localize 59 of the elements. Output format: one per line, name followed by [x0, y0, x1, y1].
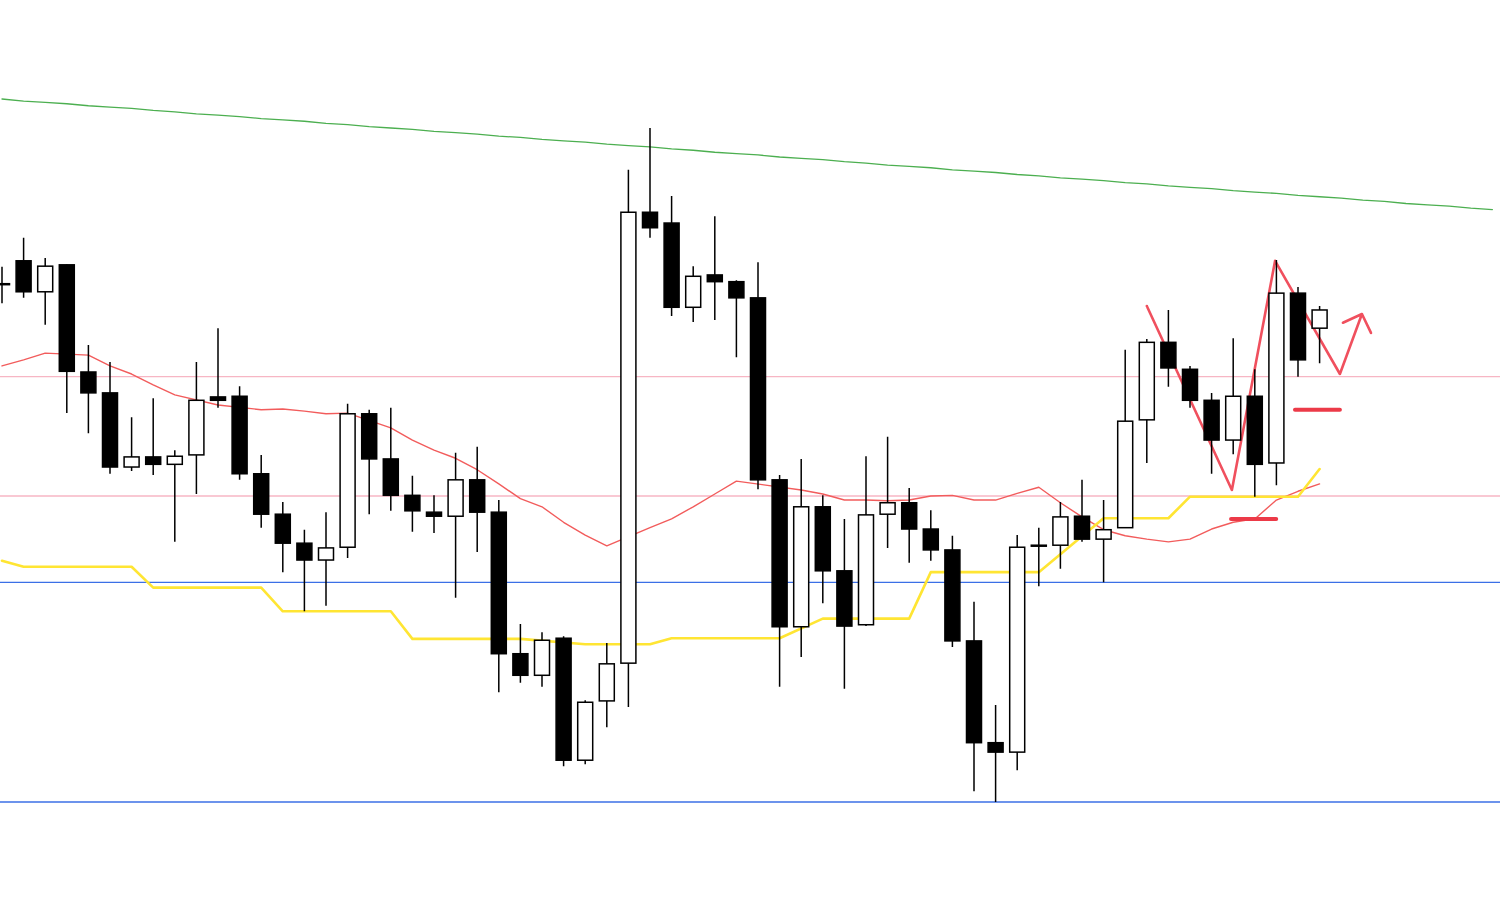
candlestick — [274, 501, 292, 573]
candlestick — [1008, 534, 1026, 772]
candlestick — [598, 642, 616, 728]
candlestick — [533, 631, 551, 688]
candlestick — [879, 435, 896, 549]
candlestick — [15, 237, 32, 299]
candlestick — [425, 494, 443, 534]
candlestick — [468, 446, 486, 553]
candlestick — [1203, 392, 1220, 475]
candlestick — [1095, 499, 1112, 584]
candlestick — [944, 535, 961, 648]
candlestick — [144, 397, 162, 476]
candlestick — [836, 518, 853, 690]
candlestick — [987, 704, 1004, 803]
candlestick — [339, 402, 356, 559]
candlestick — [1181, 365, 1199, 409]
candlestick — [360, 408, 378, 515]
candlestick — [490, 499, 508, 693]
candlestick — [36, 257, 54, 326]
candlestick — [1052, 501, 1069, 570]
candlestick — [209, 327, 227, 409]
candlestick — [1073, 479, 1091, 543]
candlestick — [80, 344, 97, 435]
candlestick — [1289, 286, 1307, 378]
candlestick — [1224, 337, 1242, 455]
candlestick — [1268, 259, 1285, 486]
candlestick — [1311, 305, 1328, 364]
candlestick — [1138, 338, 1156, 464]
candlestick — [447, 452, 464, 599]
candlestick — [857, 455, 875, 626]
candlestick — [576, 699, 594, 766]
candlestick — [317, 511, 335, 607]
candlestick — [188, 361, 205, 495]
candlestick — [922, 509, 940, 562]
candlestick — [1116, 349, 1134, 529]
candlestick — [1160, 309, 1177, 388]
candlestick — [684, 265, 702, 323]
candlestick — [900, 487, 918, 564]
candlestick — [620, 169, 637, 708]
candlestick — [663, 195, 680, 317]
candlestick — [296, 528, 313, 613]
candlestick — [382, 406, 400, 512]
candlestick — [166, 449, 184, 543]
candlestick — [706, 215, 724, 321]
candlestick — [1030, 526, 1048, 588]
candlestick — [728, 280, 745, 358]
candlestick — [58, 264, 76, 414]
candlestick — [749, 261, 767, 491]
candlestick — [101, 361, 119, 475]
candlestick — [792, 458, 810, 658]
candlestick — [252, 454, 270, 529]
candlestick — [965, 601, 983, 792]
candlestick — [512, 623, 529, 684]
candlestick — [771, 474, 788, 688]
candlestick — [404, 475, 421, 533]
candlestick — [814, 494, 832, 604]
candlestick — [1246, 368, 1264, 498]
candlestick — [123, 416, 140, 472]
candlestick — [641, 127, 659, 239]
